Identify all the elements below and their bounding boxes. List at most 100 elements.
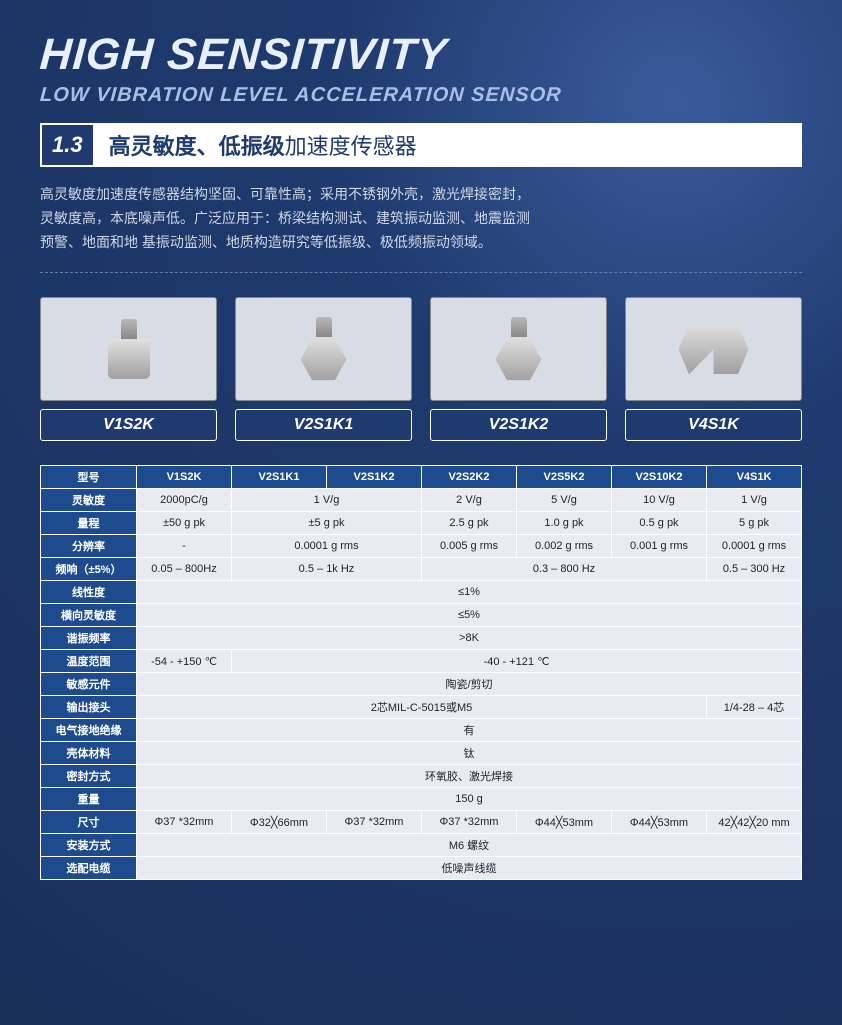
table-row: 安装方式M6 螺纹 — [41, 834, 802, 857]
row-label: 量程 — [41, 512, 137, 535]
section-title-bold: 高灵敏度、低振级 — [109, 129, 285, 161]
cell-value: - — [137, 535, 232, 558]
table-row: 密封方式环氧胶、激光焊接 — [41, 765, 802, 788]
section-title-light: 加速度传感器 — [285, 129, 417, 161]
cell-value: 5 V/g — [517, 489, 612, 512]
cell-value: 1 V/g — [232, 489, 422, 512]
cell-value: ±50 g pk — [137, 512, 232, 535]
cell-value: ≤1% — [137, 581, 802, 604]
product-card: V2S1K2 — [430, 297, 607, 441]
cell-value: Φ44╳53mm — [517, 811, 612, 834]
table-col: V2S1K2 — [327, 466, 422, 489]
table-row: 输出接头2芯MIL-C-5015或M51/4-28 – 4芯 — [41, 696, 802, 719]
product-card: V2S1K1 — [235, 297, 412, 441]
table-row: 灵敏度2000pC/g1 V/g2 V/g5 V/g10 V/g1 V/g — [41, 489, 802, 512]
table-row: 温度范围-54 - +150 ℃-40 - +121 ℃ — [41, 650, 802, 673]
table-row: 电气接地绝缘有 — [41, 719, 802, 742]
row-label: 灵敏度 — [41, 489, 137, 512]
cell-value: 0.5 – 1k Hz — [232, 558, 422, 581]
product-card: V4S1K — [625, 297, 802, 441]
row-label: 密封方式 — [41, 765, 137, 788]
table-row: 重量150 g — [41, 788, 802, 811]
row-label: 线性度 — [41, 581, 137, 604]
table-row: 横向灵敏度≤5% — [41, 604, 802, 627]
table-row: 谐振频率>8K — [41, 627, 802, 650]
cell-value: 2.5 g pk — [422, 512, 517, 535]
cell-value: 0.05 – 800Hz — [137, 558, 232, 581]
cell-value: 1.0 g pk — [517, 512, 612, 535]
cell-value: -54 - +150 ℃ — [137, 650, 232, 673]
cell-value: 陶瓷/剪切 — [137, 673, 802, 696]
table-row: 敏感元件陶瓷/剪切 — [41, 673, 802, 696]
cell-value: 0.005 g rms — [422, 535, 517, 558]
cell-value: Φ32╳66mm — [232, 811, 327, 834]
table-row: 壳体材料钛 — [41, 742, 802, 765]
table-col: V2S5K2 — [517, 466, 612, 489]
row-label: 横向灵敏度 — [41, 604, 137, 627]
table-row: 线性度≤1% — [41, 581, 802, 604]
cell-value: Φ37 *32mm — [422, 811, 517, 834]
table-col: V2S10K2 — [612, 466, 707, 489]
table-header-row: 型号 V1S2K V2S1K1 V2S1K2 V2S2K2 V2S5K2 V2S… — [41, 466, 802, 489]
cell-value: 0.5 – 300 Hz — [707, 558, 802, 581]
row-label: 分辨率 — [41, 535, 137, 558]
divider — [40, 272, 802, 273]
product-image — [625, 297, 802, 401]
description-text: 高灵敏度加速度传感器结构坚固、可靠性高；采用不锈钢外壳，激光焊接密封， 灵敏度高… — [40, 183, 720, 254]
row-label: 谐振频率 — [41, 627, 137, 650]
table-col: V4S1K — [707, 466, 802, 489]
table-row: 量程±50 g pk±5 g pk2.5 g pk1.0 g pk0.5 g p… — [41, 512, 802, 535]
product-label: V4S1K — [625, 409, 802, 441]
cell-value: 0.5 g pk — [612, 512, 707, 535]
cell-value: 10 V/g — [612, 489, 707, 512]
cell-value: 0.0001 g rms — [232, 535, 422, 558]
cell-value: Φ37 *32mm — [137, 811, 232, 834]
cell-value: 5 g pk — [707, 512, 802, 535]
page-title-main: HIGH SENSITIVITY — [38, 30, 803, 80]
section-number: 1.3 — [42, 125, 95, 165]
cell-value: 1/4-28 – 4芯 — [707, 696, 802, 719]
cell-value: 0.001 g rms — [612, 535, 707, 558]
cell-value: 1 V/g — [707, 489, 802, 512]
cell-value: 0.3 – 800 Hz — [422, 558, 707, 581]
product-row: V1S2K V2S1K1 V2S1K2 V4S1K — [40, 297, 802, 441]
cell-value: ≤5% — [137, 604, 802, 627]
row-label: 选配电缆 — [41, 857, 137, 880]
row-label: 频响（±5%） — [41, 558, 137, 581]
table-col: V1S2K — [137, 466, 232, 489]
table-row: 尺寸Φ37 *32mmΦ32╳66mmΦ37 *32mmΦ37 *32mmΦ44… — [41, 811, 802, 834]
product-label: V2S1K2 — [430, 409, 607, 441]
row-label: 壳体材料 — [41, 742, 137, 765]
cell-value: 有 — [137, 719, 802, 742]
cell-value: Φ44╳53mm — [612, 811, 707, 834]
product-card: V1S2K — [40, 297, 217, 441]
product-label: V2S1K1 — [235, 409, 412, 441]
cell-value: 2 V/g — [422, 489, 517, 512]
cell-value: -40 - +121 ℃ — [232, 650, 802, 673]
cell-value: 低噪声线缆 — [137, 857, 802, 880]
cell-value: M6 螺纹 — [137, 834, 802, 857]
table-row: 分辨率-0.0001 g rms0.005 g rms0.002 g rms0.… — [41, 535, 802, 558]
cell-value: 150 g — [137, 788, 802, 811]
product-image — [430, 297, 607, 401]
row-label: 尺寸 — [41, 811, 137, 834]
cell-value: Φ37 *32mm — [327, 811, 422, 834]
cell-value: 钛 — [137, 742, 802, 765]
cell-value: 环氧胶、激光焊接 — [137, 765, 802, 788]
table-row: 选配电缆低噪声线缆 — [41, 857, 802, 880]
row-label: 重量 — [41, 788, 137, 811]
row-label: 安装方式 — [41, 834, 137, 857]
page-title-sub: LOW VIBRATION LEVEL ACCELERATION SENSOR — [39, 84, 803, 107]
spec-table: 型号 V1S2K V2S1K1 V2S1K2 V2S2K2 V2S5K2 V2S… — [40, 465, 802, 880]
cell-value: 0.0001 g rms — [707, 535, 802, 558]
cell-value: ±5 g pk — [232, 512, 422, 535]
cell-value: 0.002 g rms — [517, 535, 612, 558]
cell-value: >8K — [137, 627, 802, 650]
row-label: 输出接头 — [41, 696, 137, 719]
table-col: V2S1K1 — [232, 466, 327, 489]
product-label: V1S2K — [40, 409, 217, 441]
cell-value: 42╳42╳20 mm — [707, 811, 802, 834]
section-bar: 1.3 高灵敏度、低振级加速度传感器 — [40, 123, 802, 167]
cell-value: 2000pC/g — [137, 489, 232, 512]
table-col: V2S2K2 — [422, 466, 517, 489]
